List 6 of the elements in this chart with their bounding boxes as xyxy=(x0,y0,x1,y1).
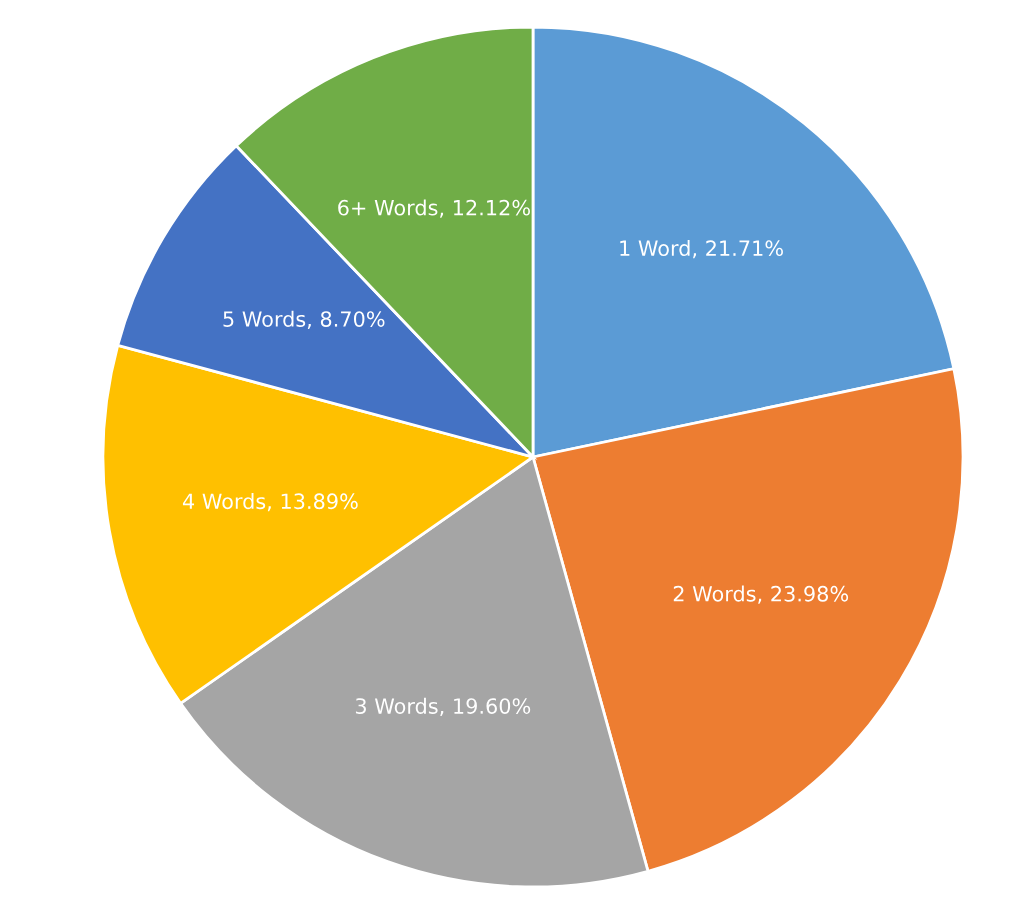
slice-label: 3 Words, 19.60% xyxy=(355,697,531,717)
slice-label: 2 Words, 23.98% xyxy=(673,585,849,604)
slice-label: 1 Word, 21.71% xyxy=(620,239,783,259)
slice-label: 6+ Words, 12.12% xyxy=(338,199,530,218)
slice-label: 4 Words, 13.89% xyxy=(182,493,358,512)
slice-label: 5 Words, 8.70% xyxy=(223,310,385,330)
